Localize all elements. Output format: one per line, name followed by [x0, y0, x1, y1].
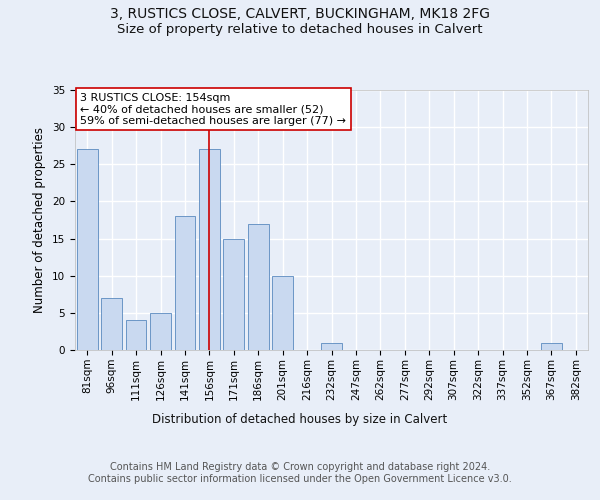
Text: Contains HM Land Registry data © Crown copyright and database right 2024.
Contai: Contains HM Land Registry data © Crown c…	[88, 462, 512, 484]
Bar	[223, 238, 244, 350]
Text: 3 RUSTICS CLOSE: 154sqm
← 40% of detached houses are smaller (52)
59% of semi-de: 3 RUSTICS CLOSE: 154sqm ← 40% of detache…	[80, 92, 346, 126]
Bar	[101, 298, 122, 350]
Bar	[199, 150, 220, 350]
Bar	[321, 342, 342, 350]
Bar	[175, 216, 196, 350]
Text: Size of property relative to detached houses in Calvert: Size of property relative to detached ho…	[117, 22, 483, 36]
Bar	[125, 320, 146, 350]
Bar	[272, 276, 293, 350]
Text: Distribution of detached houses by size in Calvert: Distribution of detached houses by size …	[152, 412, 448, 426]
Bar	[77, 150, 98, 350]
Bar	[248, 224, 269, 350]
Text: 3, RUSTICS CLOSE, CALVERT, BUCKINGHAM, MK18 2FG: 3, RUSTICS CLOSE, CALVERT, BUCKINGHAM, M…	[110, 8, 490, 22]
Y-axis label: Number of detached properties: Number of detached properties	[34, 127, 46, 313]
Bar	[541, 342, 562, 350]
Bar	[150, 313, 171, 350]
